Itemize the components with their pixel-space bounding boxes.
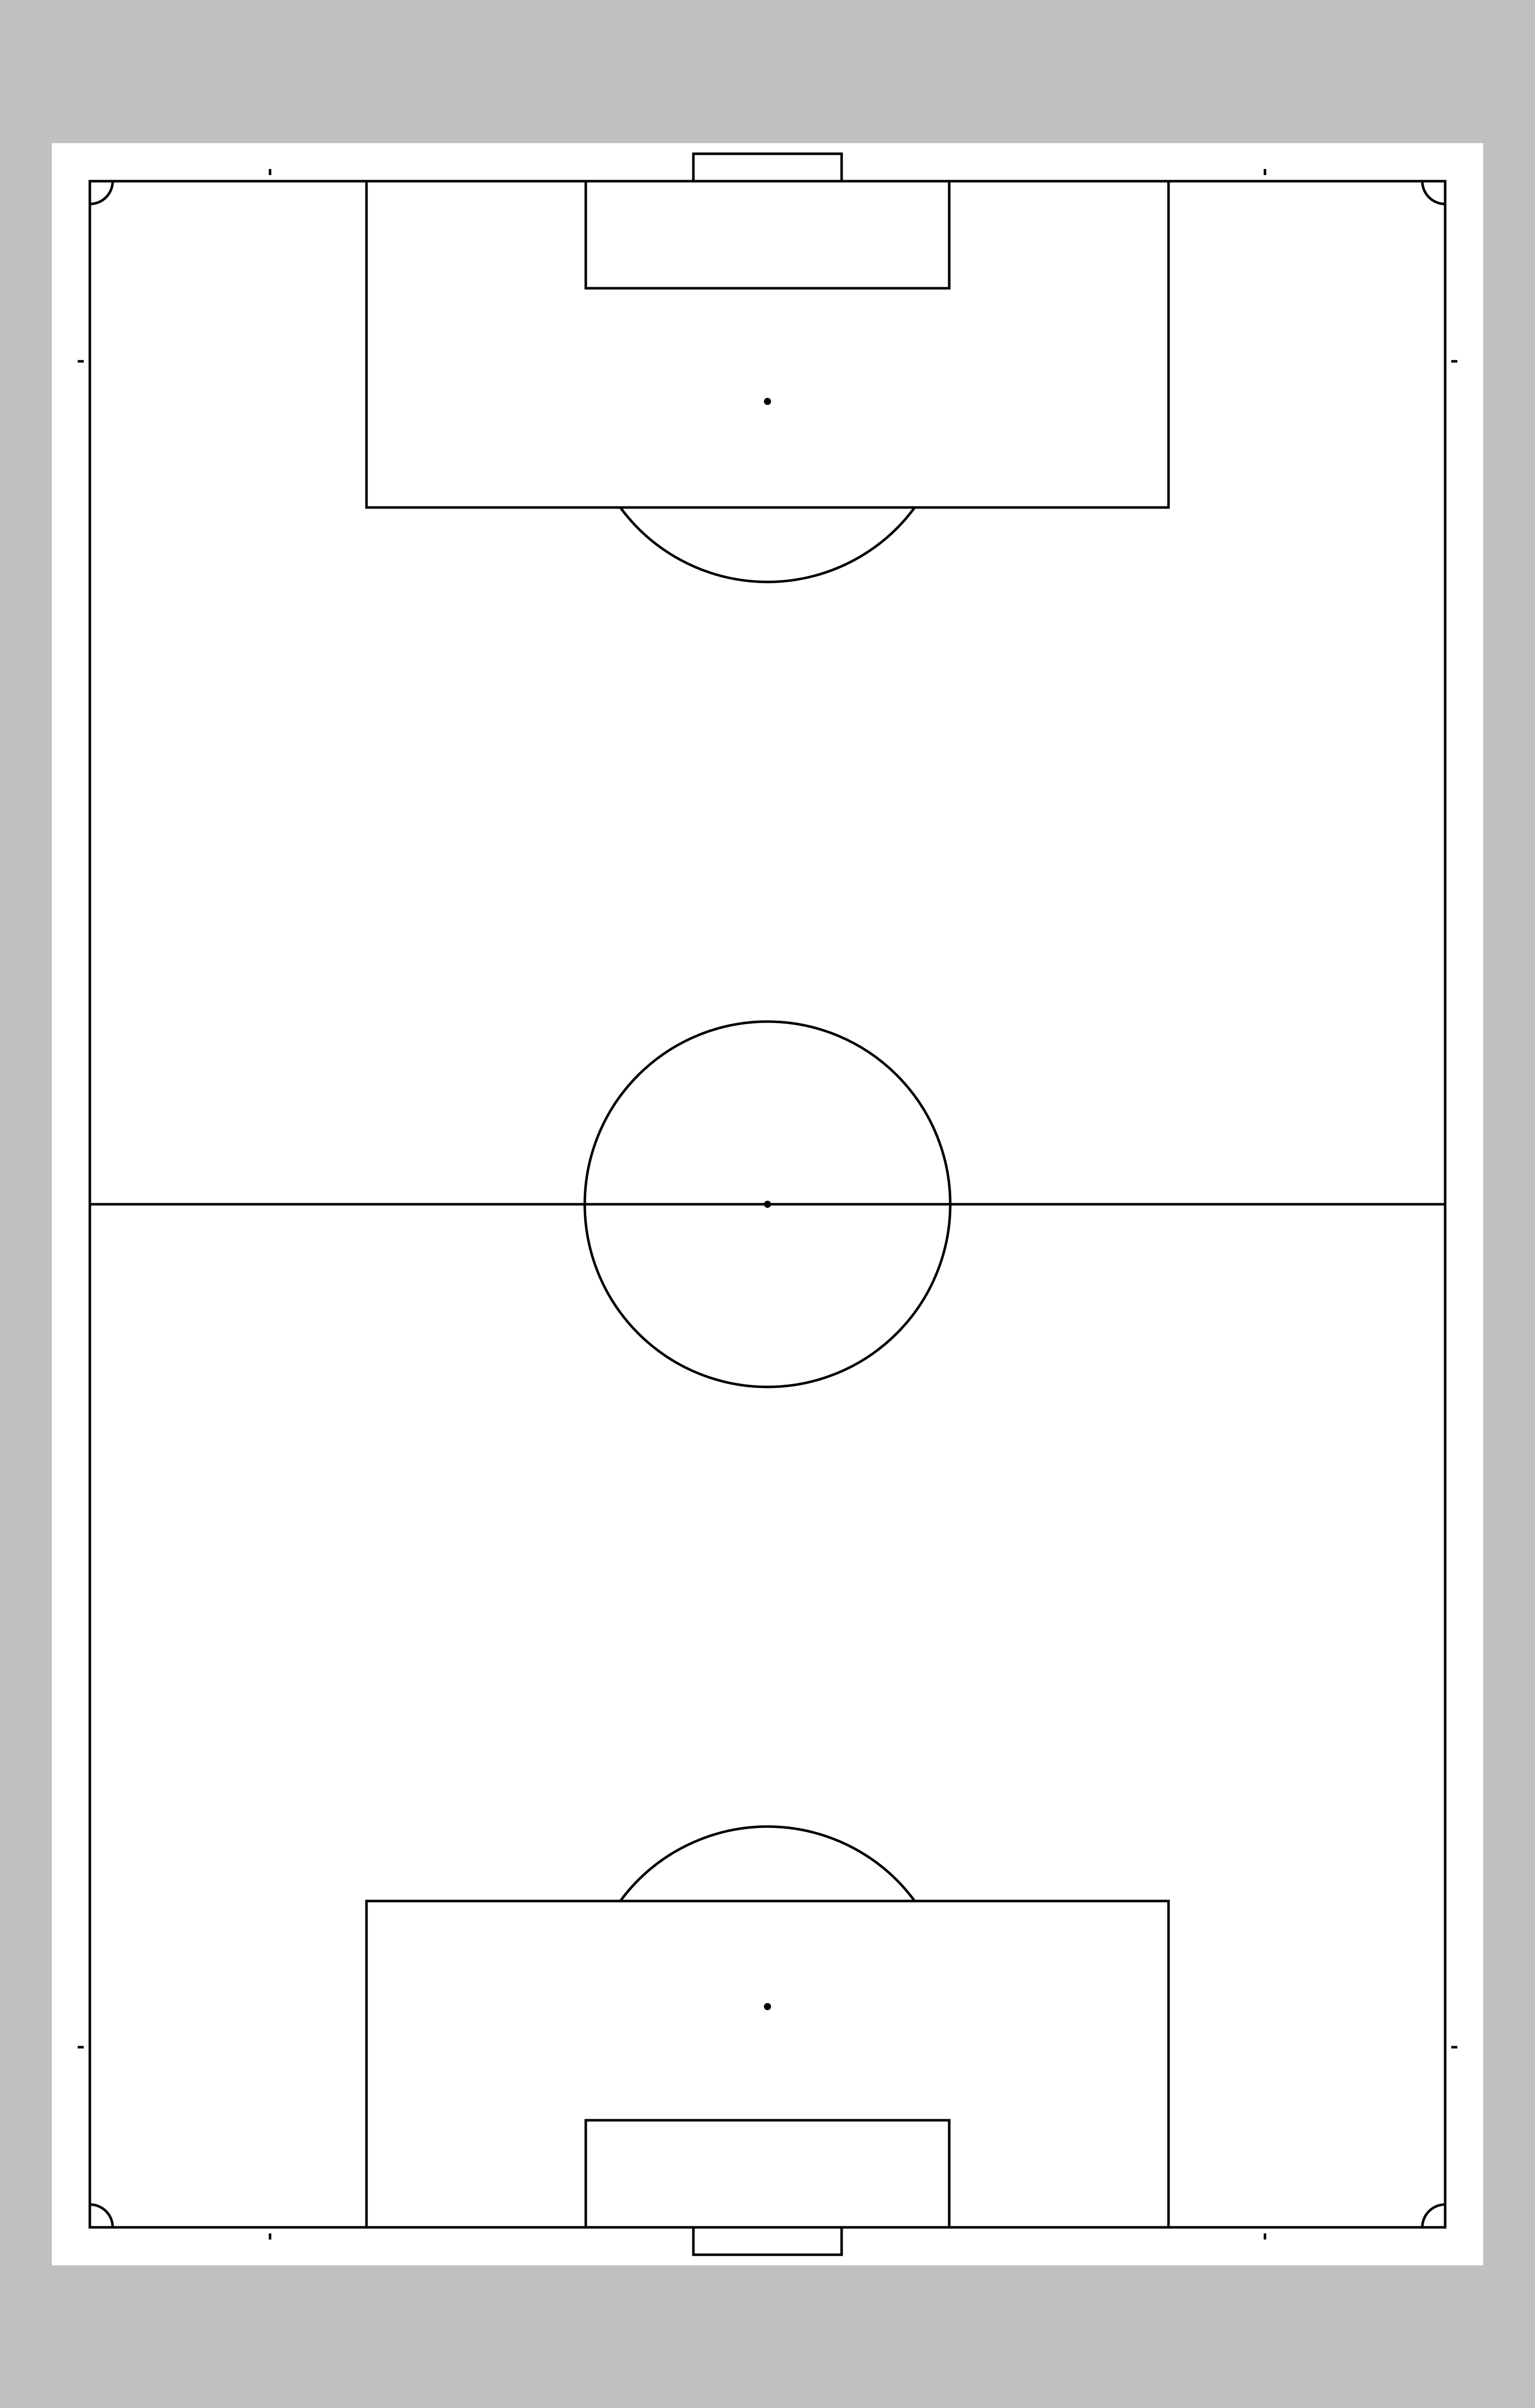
top-penalty-spot <box>764 398 771 405</box>
corner-arc-bottom-right <box>1421 2203 1446 2228</box>
bottom-goal <box>692 2226 843 2256</box>
bottom-penalty-arc <box>619 1825 916 1902</box>
top-penalty-arc <box>619 506 916 584</box>
corner-arc-top-right <box>1421 181 1446 206</box>
center-circle <box>583 1020 952 1388</box>
corner-arc-top-left <box>89 181 114 206</box>
center-spot <box>764 1201 771 1208</box>
corner-arc-bottom-left <box>89 2203 114 2228</box>
bottom-penalty-spot <box>764 2003 771 2010</box>
top-goal <box>692 152 843 183</box>
